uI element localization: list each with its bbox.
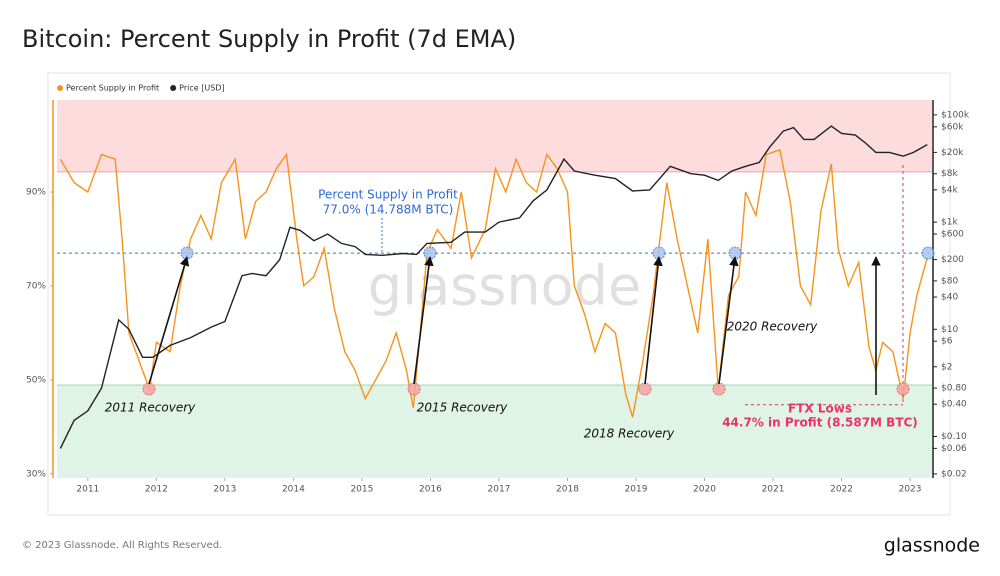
legend-label: Price [USD] [179, 84, 224, 93]
brand: glassnode [884, 535, 980, 557]
callout-title: Percent Supply in Profit [318, 188, 458, 202]
series-line [59, 148, 928, 418]
y2-tick-label: $0.02 [941, 469, 967, 479]
x-tick-label: 2019 [625, 485, 648, 495]
y-tick-label: 30% [26, 469, 46, 479]
y2-tick-label: $60k [941, 122, 964, 132]
chart-title: Bitcoin: Percent Supply in Profit (7d EM… [22, 25, 516, 53]
legend-swatch [170, 85, 177, 91]
x-tick-label: 2015 [350, 485, 373, 495]
low-marker [142, 382, 156, 396]
y2-tick-label: $4k [941, 185, 958, 195]
x-tick-label: 2011 [76, 485, 99, 495]
y2-tick-label: $200 [941, 255, 964, 265]
x-tick-label: 2012 [145, 485, 168, 495]
y-tick-label: 50% [26, 375, 46, 385]
x-tick-label: 2013 [213, 485, 236, 495]
x-tick-label: 2020 [693, 485, 716, 495]
x-tick-label: 2021 [762, 485, 785, 495]
low-marker [407, 382, 421, 396]
y2-tick-label: $80 [941, 276, 958, 286]
recovery-label: 2015 Recovery [417, 401, 508, 415]
y2-tick-label: $2 [941, 362, 952, 372]
y2-tick-label: $40 [941, 293, 958, 303]
x-tick-label: 2022 [830, 485, 853, 495]
callout-value: 77.0% (14.788M BTC) [323, 203, 454, 217]
low-marker [896, 382, 910, 396]
recovery-label: 2011 Recovery [105, 401, 196, 415]
upper-band [57, 100, 932, 172]
x-tick-label: 2017 [488, 485, 511, 495]
x-tick-label: 2023 [899, 485, 922, 495]
y2-tick-label: $0.80 [941, 384, 967, 394]
legend-label: Percent Supply in Profit [66, 84, 159, 93]
recovery-arrow [718, 256, 739, 385]
legend-swatch [57, 85, 63, 91]
high-marker [921, 246, 935, 260]
y2-tick-label: $8k [941, 169, 958, 179]
recovery-arrow [413, 256, 434, 385]
recovery-arrow [148, 256, 190, 385]
ftx-value: 44.7% in Profit (8.587M BTC) [722, 416, 918, 430]
recovery-label: 2020 Recovery [727, 320, 818, 334]
y-tick-label: 90% [26, 188, 46, 198]
y2-tick-label: $10 [941, 325, 958, 335]
y2-tick-label: $0.06 [941, 444, 967, 454]
y2-tick-label: $0.40 [941, 400, 967, 410]
x-tick-label: 2014 [282, 485, 305, 495]
series-line [59, 125, 928, 449]
watermark: glassnode [368, 255, 641, 318]
x-tick-label: 2018 [556, 485, 579, 495]
y2-tick-label: $600 [941, 230, 964, 240]
recovery-arrow [644, 256, 663, 385]
lower-band [57, 385, 932, 478]
y-tick-label: 70% [26, 281, 46, 291]
low-marker [638, 382, 652, 396]
y2-tick-label: $6 [941, 337, 953, 347]
recovery-label: 2018 Recovery [584, 427, 675, 441]
y2-tick-label: $1k [941, 218, 958, 228]
ftx-title: FTX Lows [788, 402, 852, 416]
low-marker [712, 382, 726, 396]
y2-tick-label: $100k [941, 110, 970, 120]
x-tick-label: 2016 [419, 485, 442, 495]
y2-tick-label: $20k [941, 148, 964, 158]
y2-tick-label: $0.10 [941, 432, 967, 442]
copyright: © 2023 Glassnode. All Rights Reserved. [22, 540, 222, 551]
